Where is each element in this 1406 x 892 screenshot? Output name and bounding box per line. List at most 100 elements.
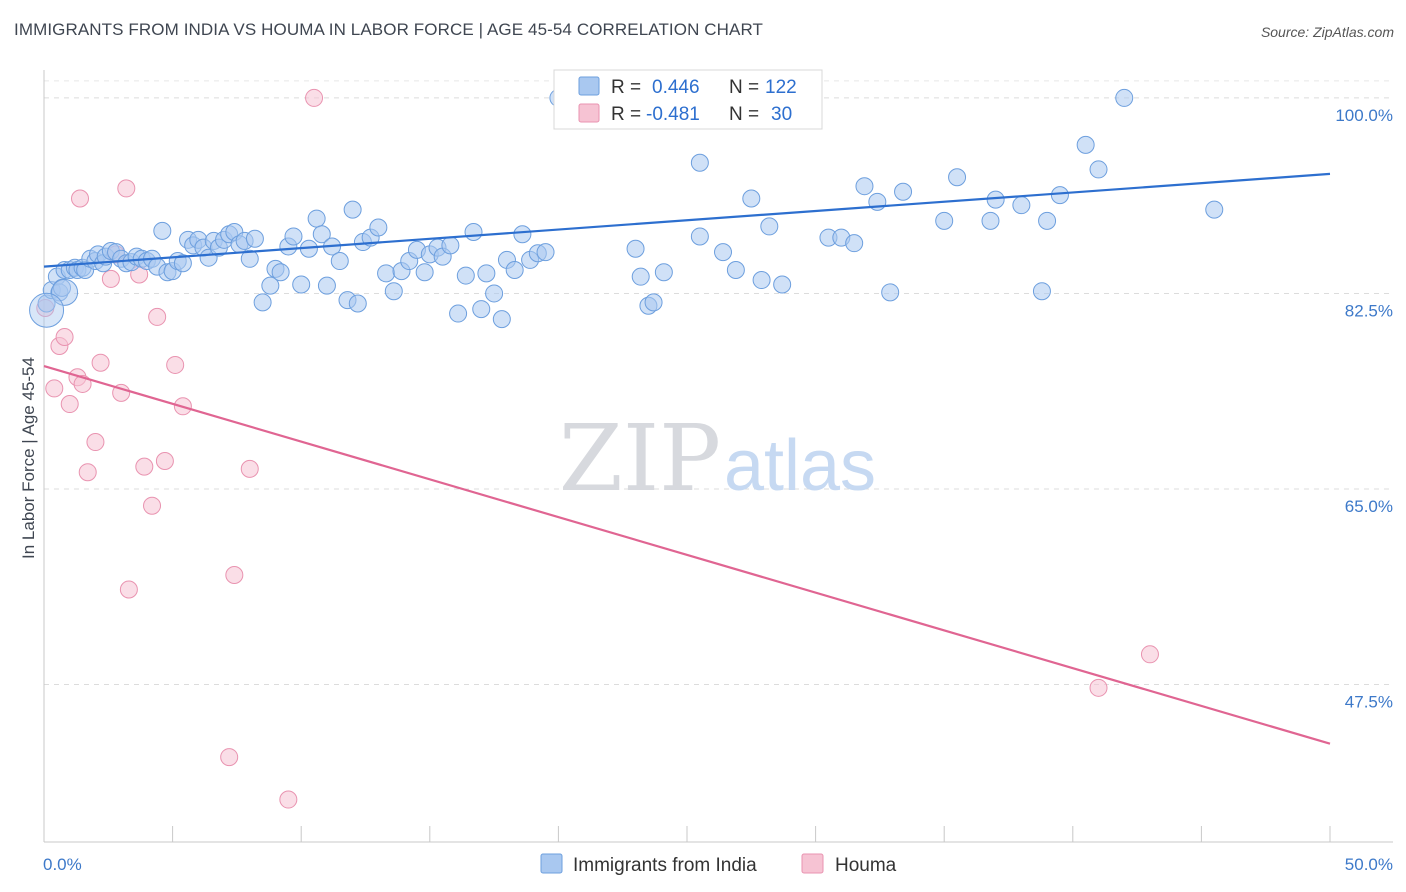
stats-r-label-blue: R = — [611, 77, 641, 98]
watermark-atlas: atlas — [724, 426, 876, 506]
india-point — [472, 300, 491, 319]
houma-point — [86, 433, 105, 452]
india-point — [935, 211, 954, 230]
india-point — [377, 264, 396, 283]
stats-n-label-pink: N = — [729, 104, 759, 125]
houma-point — [55, 328, 74, 347]
india-point — [51, 278, 79, 306]
india-point — [343, 200, 362, 219]
houma-point — [91, 353, 110, 372]
india-point — [505, 260, 524, 279]
india-point — [1089, 160, 1108, 179]
india-point — [330, 252, 349, 271]
houma-point — [112, 383, 131, 402]
india-point — [631, 267, 650, 286]
india-trend-line — [43, 172, 1331, 268]
india-point — [1012, 196, 1031, 215]
source-label: Source: ZipAtlas.com — [1260, 24, 1394, 40]
india-point — [690, 227, 709, 246]
india-point — [240, 249, 259, 268]
watermark-zip: ZIP — [559, 405, 721, 512]
india-point — [845, 234, 864, 253]
houma-point — [148, 307, 167, 326]
india-point — [1205, 200, 1224, 219]
x-tick-label-left: 0.0% — [43, 855, 82, 874]
stats-r-label-pink: R = — [611, 104, 641, 125]
india-point — [485, 284, 504, 303]
houma-point — [45, 379, 64, 398]
india-point — [948, 168, 967, 187]
x-tick-label-right: 50.0% — [1345, 855, 1393, 874]
india-point — [881, 283, 900, 302]
india-point — [690, 153, 709, 172]
india-point — [464, 222, 483, 241]
watermark: ZIP atlas — [559, 405, 876, 512]
india-point — [654, 263, 673, 282]
india-point — [726, 260, 745, 279]
india-point — [245, 229, 264, 248]
trend-lines — [43, 172, 1331, 745]
houma-point — [135, 457, 154, 476]
india-point — [441, 236, 460, 255]
india-point — [369, 218, 388, 237]
stats-r-value-blue: 0.446 — [652, 77, 700, 98]
legend-label-houma: Houma — [835, 855, 897, 876]
india-point — [1032, 282, 1051, 301]
y-tick-label: 100.0% — [1335, 106, 1393, 125]
legend-label-india: Immigrants from India — [573, 855, 757, 876]
india-point — [714, 243, 733, 262]
india-point — [773, 275, 792, 294]
legend-swatch-houma — [801, 853, 824, 874]
houma-point — [305, 88, 324, 107]
houma-point — [279, 790, 298, 809]
stats-legend-swatch-blue — [578, 76, 600, 96]
india-point — [513, 225, 532, 244]
india-point — [536, 243, 555, 262]
india-point — [261, 276, 280, 295]
houma-point — [60, 395, 79, 414]
india-point — [153, 221, 172, 240]
stats-r-value-pink: -0.481 — [646, 104, 700, 125]
y-tick-label: 65.0% — [1345, 497, 1393, 516]
india-point — [644, 293, 663, 312]
india-point — [1115, 88, 1134, 107]
india-point — [449, 304, 468, 323]
india-point — [253, 293, 272, 312]
india-point — [752, 271, 771, 290]
india-point — [986, 190, 1005, 209]
india-point — [384, 282, 403, 301]
india-point — [415, 263, 434, 282]
legend-swatch-india — [540, 853, 563, 874]
india-point — [348, 294, 367, 313]
houma-point — [1089, 678, 1108, 697]
india-point — [981, 211, 1000, 230]
houma-point — [220, 748, 239, 767]
india-point — [1076, 135, 1095, 154]
y-tick-label: 82.5% — [1345, 301, 1393, 320]
india-point — [29, 292, 65, 328]
chart-title: IMMIGRANTS FROM INDIA VS HOUMA IN LABOR … — [14, 20, 764, 39]
india-point — [760, 217, 779, 236]
india-point — [292, 275, 311, 294]
india-point — [626, 239, 645, 258]
houma-point — [71, 189, 90, 208]
stats-n-value-pink: 30 — [771, 104, 792, 125]
stats-legend: R = 0.446 N = 122 R = -0.481 N = 30 — [553, 69, 823, 130]
india-point — [456, 266, 475, 285]
india-point — [271, 263, 290, 282]
grid-lines — [44, 80, 1393, 685]
india-point — [742, 189, 761, 208]
india-points — [29, 88, 1224, 329]
houma-point — [119, 580, 138, 599]
y-axis-label: In Labor Force | Age 45-54 — [19, 357, 38, 559]
y-tick-labels: 47.5% 65.0% 82.5% 100.0% — [1335, 106, 1393, 712]
india-point — [894, 182, 913, 201]
india-point — [492, 310, 511, 329]
houma-point — [101, 269, 120, 288]
axes — [43, 70, 1393, 843]
series-legend: Immigrants from India Houma — [540, 853, 897, 876]
india-point — [173, 254, 192, 273]
houma-point — [143, 496, 162, 515]
houma-point — [225, 565, 244, 584]
